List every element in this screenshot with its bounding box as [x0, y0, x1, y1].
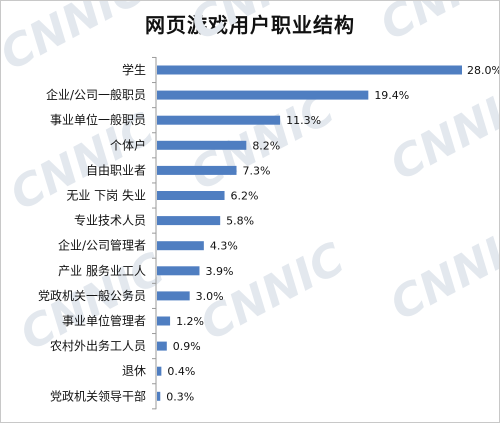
value-label-0: 28.0%	[467, 64, 499, 77]
bar-5	[157, 191, 225, 200]
value-label-5: 6.2%	[231, 190, 259, 203]
category-label-11: 农村外出务工人员	[50, 338, 146, 353]
bar-1	[157, 90, 369, 100]
value-label-4: 7.3%	[243, 164, 271, 177]
bar-13	[157, 391, 161, 401]
value-label-13: 0.3%	[166, 390, 194, 403]
category-label-0: 学生	[122, 62, 146, 77]
bar-0	[157, 65, 462, 75]
value-label-2: 11.3%	[286, 114, 321, 127]
value-label-6: 5.8%	[226, 215, 254, 228]
bar-4	[157, 165, 237, 175]
bar-3	[157, 140, 247, 150]
category-label-9: 党政机关一般公务员	[38, 288, 146, 303]
category-label-12: 退休	[122, 364, 146, 378]
value-label-10: 1.2%	[176, 315, 204, 328]
category-label-1: 企业/公司一般职员	[46, 87, 146, 102]
value-label-11: 0.9%	[173, 340, 201, 353]
bar-8	[157, 266, 200, 276]
bar-10	[157, 316, 171, 326]
value-labels-group: 28.0% 19.4% 11.3% 8.2% 7.3% 6.2% 5.8% 4.3% 3.9% 3…	[166, 64, 499, 403]
bar-12	[157, 366, 162, 376]
bar-2	[157, 115, 281, 125]
category-label-2: 事业单位一般职员	[50, 112, 146, 127]
value-label-7: 4.3%	[210, 240, 238, 253]
category-label-8: 产业 服务业工人	[58, 263, 146, 278]
value-label-3: 8.2%	[252, 139, 280, 152]
value-label-1: 19.4%	[374, 89, 409, 102]
category-label-7: 企业/公司管理者	[58, 238, 146, 253]
bar-7	[157, 241, 204, 251]
bar-6	[157, 216, 221, 226]
chart-title: 网页游戏用户职业结构	[145, 13, 355, 37]
category-label-6: 专业技术人员	[74, 213, 146, 228]
bar-11	[157, 341, 167, 351]
category-label-3: 个体户	[110, 137, 146, 152]
category-label-10: 事业单位管理者	[62, 313, 146, 328]
bar-9	[157, 291, 190, 301]
category-label-13: 党政机关领导干部	[50, 388, 146, 403]
value-label-12: 0.4%	[167, 365, 195, 378]
value-label-9: 3.0%	[196, 290, 224, 303]
value-label-8: 3.9%	[205, 265, 233, 278]
category-label-4: 自由职业者	[86, 163, 146, 177]
category-label-5: 无业 下岗 失业	[66, 188, 146, 203]
bars-group	[152, 56, 462, 410]
